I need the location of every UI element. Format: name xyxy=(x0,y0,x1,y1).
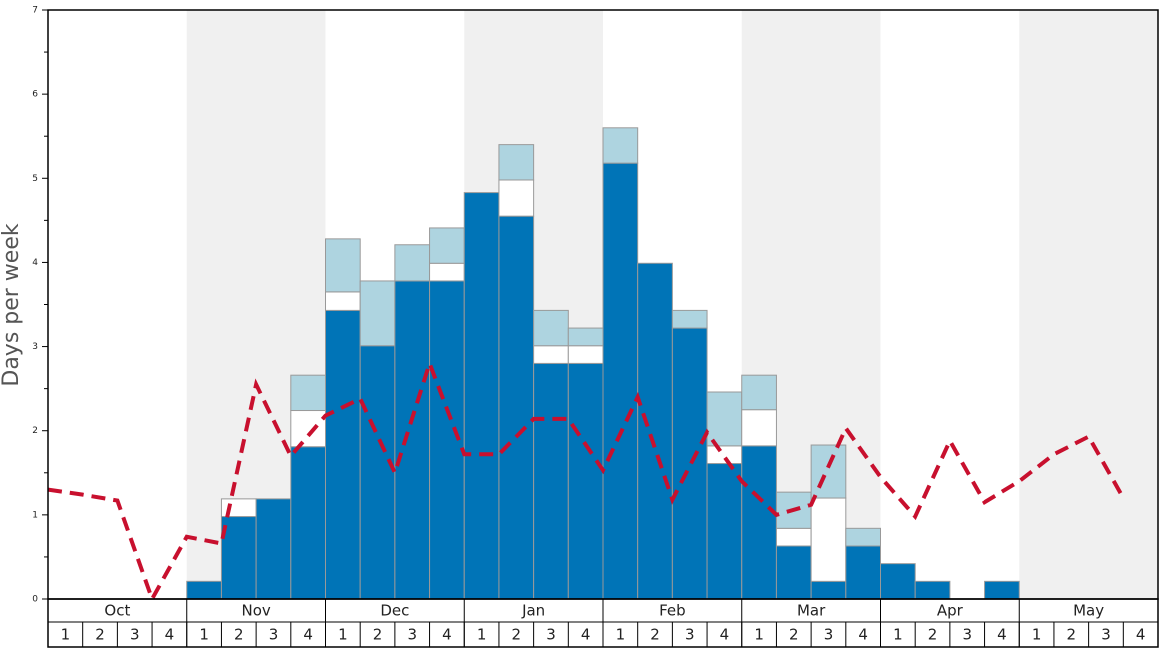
week-label: 1 xyxy=(199,626,209,644)
y-tick-label: 0 xyxy=(32,595,38,605)
bar-segment xyxy=(845,545,881,600)
bar-segment xyxy=(220,516,257,600)
bar-segment xyxy=(186,580,222,600)
bar-segment xyxy=(359,280,396,347)
week-label: 4 xyxy=(720,626,730,644)
bar-segment xyxy=(533,345,569,364)
month-label: Jan xyxy=(521,602,545,620)
bar-segment xyxy=(775,545,812,600)
bar-segment xyxy=(394,244,431,282)
month-label: May xyxy=(1073,602,1104,620)
bar-segment xyxy=(984,580,1020,600)
bar-segment xyxy=(463,192,500,600)
week-label: 3 xyxy=(269,626,279,644)
week-label: 2 xyxy=(373,626,383,644)
bar-segment xyxy=(290,410,326,448)
month-label: Mar xyxy=(797,602,826,620)
week-label: 4 xyxy=(442,626,452,644)
week-label: 4 xyxy=(303,626,313,644)
trend-line xyxy=(47,357,1126,604)
week-label: 3 xyxy=(824,626,834,644)
y-tick-label: 2 xyxy=(32,426,38,436)
week-label: 1 xyxy=(754,626,764,644)
bar-segment xyxy=(741,409,777,447)
week-label: 3 xyxy=(685,626,695,644)
week-label: 3 xyxy=(1101,626,1111,644)
bar-segment xyxy=(567,327,604,347)
bar-segment xyxy=(533,362,569,600)
bar-segment xyxy=(810,580,847,600)
week-label: 2 xyxy=(928,626,938,644)
bar-segment xyxy=(602,127,639,164)
week-label: 4 xyxy=(1136,626,1146,644)
bar-segment xyxy=(533,309,569,347)
bar-segment xyxy=(567,362,604,600)
week-label: 3 xyxy=(407,626,417,644)
month-label: Oct xyxy=(104,602,130,620)
bar-segment xyxy=(359,345,396,600)
y-tick-label: 6 xyxy=(32,90,38,100)
bar-segment xyxy=(810,497,847,582)
bar-segment xyxy=(810,444,847,499)
month-label: Feb xyxy=(659,602,686,620)
y-axis-title: Days per week xyxy=(0,223,24,386)
bar-segment xyxy=(290,374,326,412)
week-label: 3 xyxy=(962,626,972,644)
week-label: 1 xyxy=(477,626,487,644)
week-label: 1 xyxy=(1032,626,1042,644)
week-label: 4 xyxy=(858,626,868,644)
week-label: 4 xyxy=(997,626,1007,644)
week-label: 1 xyxy=(338,626,348,644)
week-label: 2 xyxy=(512,626,522,644)
month-shade xyxy=(1019,10,1158,599)
month-label: Nov xyxy=(241,602,270,620)
bar-segment xyxy=(671,327,708,600)
week-label: 4 xyxy=(581,626,591,644)
week-label: 1 xyxy=(893,626,903,644)
bar-segment xyxy=(671,309,708,329)
bar-segment xyxy=(775,527,812,547)
bar-segment xyxy=(394,280,431,600)
bar-segment xyxy=(845,527,881,547)
bar-segment xyxy=(706,391,743,447)
y-tick-label: 5 xyxy=(32,174,38,184)
month-label: Apr xyxy=(937,602,964,620)
bar-segment xyxy=(741,374,777,411)
bar-segment xyxy=(255,498,292,600)
bar-segment xyxy=(498,179,535,217)
bar-segment xyxy=(706,445,743,465)
bar-segment xyxy=(637,262,673,600)
week-label: 3 xyxy=(546,626,556,644)
y-tick-label: 7 xyxy=(32,6,38,16)
week-label: 2 xyxy=(789,626,799,644)
bar-segment xyxy=(880,563,916,600)
bar-segment xyxy=(914,580,951,600)
week-label: 1 xyxy=(61,626,71,644)
week-label: 2 xyxy=(650,626,660,644)
bar-segment xyxy=(429,262,465,282)
bar-segment xyxy=(706,463,743,600)
week-label: 2 xyxy=(95,626,105,644)
month-label: Dec xyxy=(380,602,409,620)
bar-segment xyxy=(429,227,465,264)
bar-segment xyxy=(325,309,361,600)
bar-segment xyxy=(602,162,639,600)
week-label: 3 xyxy=(130,626,140,644)
y-tick-label: 3 xyxy=(32,342,38,352)
y-tick-label: 1 xyxy=(32,510,38,520)
week-label: 4 xyxy=(165,626,175,644)
bar-segment xyxy=(290,446,326,600)
bar-segment xyxy=(325,291,361,311)
y-tick-label: 4 xyxy=(32,258,38,268)
week-label: 2 xyxy=(1067,626,1077,644)
week-label: 2 xyxy=(234,626,244,644)
week-label: 1 xyxy=(616,626,626,644)
bar-segment xyxy=(741,445,777,600)
bar-segment xyxy=(498,144,535,181)
bar-segment xyxy=(567,345,604,364)
bar-segment xyxy=(325,238,361,293)
bar-segment xyxy=(498,215,535,600)
